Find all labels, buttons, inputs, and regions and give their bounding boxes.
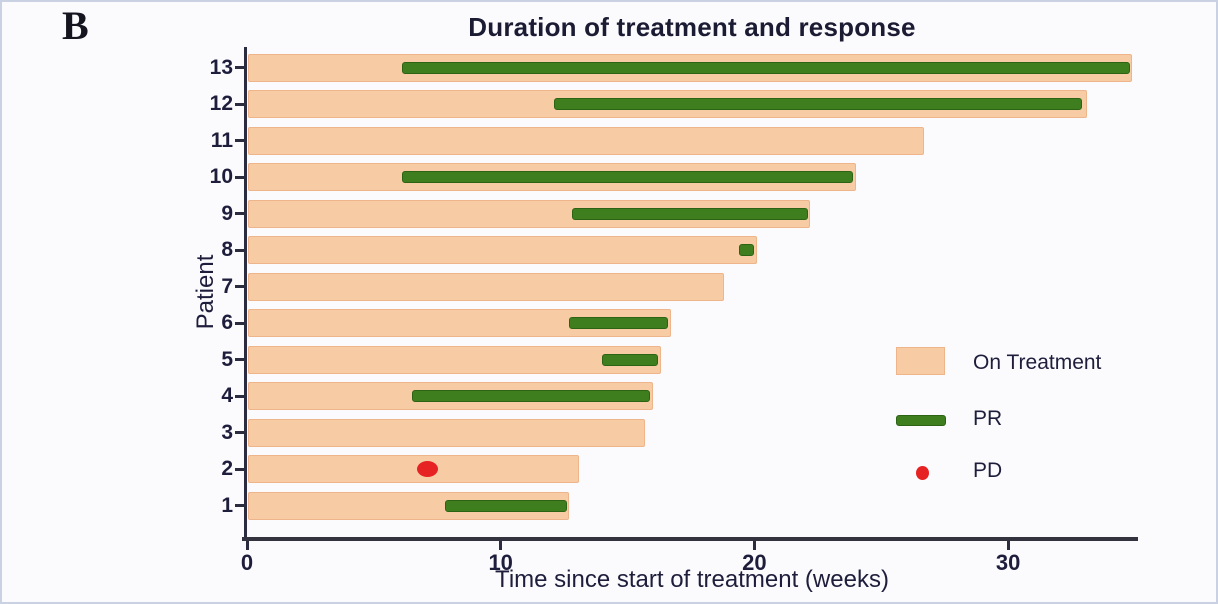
y-axis-title: Patient xyxy=(192,254,219,330)
pr-bar-patient-8 xyxy=(739,244,755,256)
legend-pd-label: PD xyxy=(973,459,1003,482)
y-axis-line xyxy=(244,47,247,541)
y-tick-label-patient-8: 8 xyxy=(221,238,233,261)
y-tick-patient-13 xyxy=(235,66,244,69)
pd-marker-patient-2 xyxy=(416,461,438,477)
x-tick-0 xyxy=(245,541,249,550)
y-tick-label-patient-4: 4 xyxy=(221,384,233,407)
y-tick-patient-5 xyxy=(235,358,244,361)
pr-bar-patient-9 xyxy=(571,207,808,220)
y-tick-label-patient-2: 2 xyxy=(221,457,233,480)
y-tick-patient-9 xyxy=(235,212,244,215)
y-tick-patient-6 xyxy=(235,321,244,325)
legend-on-treatment-swatch xyxy=(896,347,945,375)
on-treatment-bar-patient-7 xyxy=(248,272,724,301)
x-tick-label-30: 30 xyxy=(995,550,1021,575)
chart-title: Duration of treatment and response xyxy=(468,12,916,42)
pr-bar-patient-6 xyxy=(569,317,669,329)
y-tick-label-patient-13: 13 xyxy=(209,55,233,79)
legend-pr-swatch xyxy=(896,415,946,426)
on-treatment-bar-patient-5 xyxy=(248,345,661,374)
y-tick-label-patient-12: 12 xyxy=(209,92,233,115)
y-tick-label-patient-6: 6 xyxy=(221,311,233,334)
y-tick-patient-3 xyxy=(235,431,244,434)
legend-pd-dot-icon xyxy=(916,466,929,480)
y-tick-label-patient-9: 9 xyxy=(221,201,233,225)
y-tick-label-patient-3: 3 xyxy=(221,420,233,444)
x-tick-label-0: 0 xyxy=(240,550,254,575)
y-tick-patient-1 xyxy=(235,504,244,507)
x-axis-title: Time since start of treatment (weeks) xyxy=(495,566,889,593)
y-tick-patient-2 xyxy=(235,467,244,471)
panel-letter-label: B xyxy=(62,3,89,48)
pr-bar-patient-4 xyxy=(411,390,651,402)
y-tick-patient-4 xyxy=(235,394,244,398)
y-tick-patient-8 xyxy=(235,248,244,252)
on-treatment-bar-patient-11 xyxy=(248,126,925,155)
y-tick-label-patient-5: 5 xyxy=(221,347,233,371)
on-treatment-bar-patient-3 xyxy=(248,418,646,447)
legend-on-treatment-label: On Treatment xyxy=(973,351,1102,374)
x-tick-label-10: 10 xyxy=(488,550,513,575)
on-treatment-bar-patient-2 xyxy=(248,455,580,483)
pr-bar-patient-10 xyxy=(401,171,854,183)
pr-bar-patient-1 xyxy=(444,499,567,512)
y-tick-label-patient-7: 7 xyxy=(221,274,233,298)
pr-bar-patient-5 xyxy=(602,353,658,366)
x-tick-10 xyxy=(499,541,503,550)
pr-bar-patient-12 xyxy=(553,98,1082,110)
pr-bar-patient-13 xyxy=(401,61,1130,74)
y-tick-patient-7 xyxy=(235,285,244,288)
x-tick-20 xyxy=(752,541,756,550)
legend-pr-label: PR xyxy=(973,407,1003,430)
y-tick-patient-10 xyxy=(235,175,244,179)
y-tick-label-patient-10: 10 xyxy=(209,165,233,188)
y-tick-label-patient-1: 1 xyxy=(221,493,233,517)
on-treatment-bar-patient-8 xyxy=(248,236,757,264)
x-axis-line xyxy=(242,537,1138,541)
x-tick-30 xyxy=(1006,541,1010,550)
y-tick-label-patient-11: 11 xyxy=(210,128,233,152)
y-tick-patient-12 xyxy=(235,102,244,106)
y-tick-patient-11 xyxy=(235,139,244,142)
x-tick-label-20: 20 xyxy=(742,550,767,575)
